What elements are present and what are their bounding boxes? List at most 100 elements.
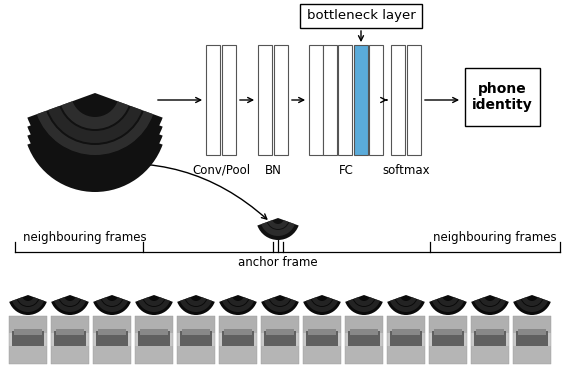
Wedge shape [138, 299, 170, 312]
Wedge shape [135, 295, 173, 315]
Bar [140, 330, 168, 335]
Wedge shape [306, 299, 338, 312]
Wedge shape [37, 138, 153, 182]
Bar [224, 330, 252, 335]
Wedge shape [219, 295, 257, 315]
Bar [9, 316, 47, 333]
Bar [261, 316, 299, 364]
Bar [465, 68, 540, 126]
Bar [392, 330, 420, 335]
Wedge shape [61, 119, 129, 147]
Wedge shape [61, 110, 129, 138]
Text: bottleneck layer: bottleneck layer [306, 9, 415, 23]
Bar [518, 330, 546, 335]
Wedge shape [312, 297, 332, 306]
Bar [387, 316, 425, 364]
Wedge shape [471, 295, 509, 315]
Bar [177, 316, 215, 364]
Bar [338, 45, 352, 155]
Bar [387, 316, 425, 364]
Bar [9, 316, 47, 364]
Bar [219, 316, 257, 364]
Bar [429, 346, 467, 364]
Bar [306, 332, 338, 346]
Bar [303, 316, 341, 333]
Bar [177, 316, 215, 364]
Wedge shape [516, 299, 548, 312]
Text: anchor frame: anchor frame [238, 255, 318, 268]
Wedge shape [48, 115, 142, 152]
Wedge shape [348, 299, 380, 312]
Bar [513, 316, 551, 333]
Wedge shape [93, 295, 131, 315]
Bar [348, 332, 380, 346]
Wedge shape [48, 124, 142, 161]
Bar [471, 316, 509, 364]
Bar [93, 316, 131, 364]
Wedge shape [48, 106, 142, 143]
Bar [390, 332, 422, 346]
Bar [429, 316, 467, 364]
Bar [308, 330, 336, 335]
Wedge shape [438, 297, 458, 306]
Bar [177, 316, 215, 333]
Bar [391, 45, 405, 155]
Bar [258, 45, 272, 155]
Wedge shape [61, 128, 129, 156]
Bar [303, 316, 341, 364]
Wedge shape [513, 295, 551, 315]
Bar [429, 316, 467, 333]
Wedge shape [143, 297, 164, 306]
Bar [135, 346, 173, 364]
Wedge shape [60, 297, 80, 306]
Bar [513, 316, 551, 364]
Bar [12, 332, 44, 346]
Bar [345, 316, 383, 364]
Bar [219, 316, 257, 333]
Bar [222, 45, 236, 155]
Bar [9, 316, 47, 364]
Bar [182, 330, 210, 335]
Bar [54, 332, 86, 346]
Bar [513, 316, 551, 364]
Bar [222, 332, 254, 346]
Wedge shape [261, 295, 299, 315]
Wedge shape [18, 297, 39, 306]
Bar [93, 346, 131, 364]
Bar [434, 330, 462, 335]
Bar [135, 316, 173, 333]
Wedge shape [387, 295, 425, 315]
Wedge shape [270, 297, 290, 306]
Bar [261, 346, 299, 364]
Bar [135, 316, 173, 364]
Wedge shape [177, 295, 215, 315]
Bar [303, 316, 341, 364]
Wedge shape [222, 299, 254, 312]
Wedge shape [61, 101, 129, 129]
Bar [345, 316, 383, 333]
Wedge shape [96, 299, 128, 312]
Bar [345, 346, 383, 364]
Bar [51, 316, 89, 364]
Wedge shape [303, 295, 341, 315]
Bar [303, 346, 341, 364]
Wedge shape [51, 295, 89, 315]
Wedge shape [268, 220, 289, 229]
Bar [219, 346, 257, 364]
Wedge shape [12, 299, 44, 312]
Bar [261, 316, 299, 364]
Wedge shape [101, 297, 122, 306]
Wedge shape [48, 133, 142, 170]
Wedge shape [9, 295, 47, 315]
Wedge shape [354, 297, 374, 306]
Bar [474, 332, 506, 346]
Wedge shape [261, 222, 295, 236]
Bar [93, 316, 131, 333]
Wedge shape [27, 111, 162, 183]
Bar [56, 330, 84, 335]
Bar [51, 346, 89, 364]
Bar [177, 346, 215, 364]
Bar [516, 332, 548, 346]
Bar [429, 316, 467, 364]
Wedge shape [228, 297, 248, 306]
